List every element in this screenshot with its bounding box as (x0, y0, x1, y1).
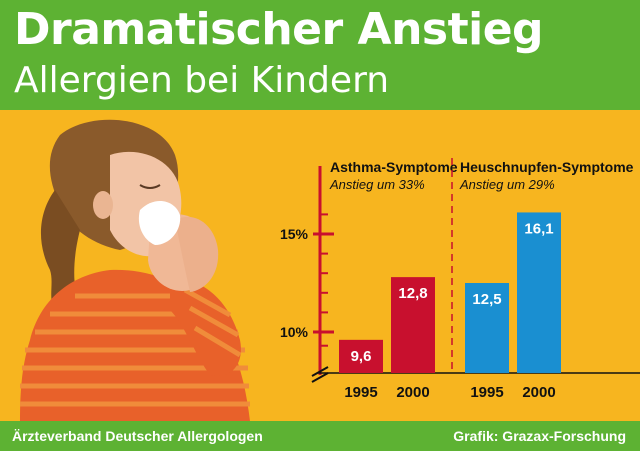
bar-asthma-2000 (391, 277, 435, 373)
bar-asthma-1995 (339, 339, 383, 373)
child-sneezing-photo (20, 119, 250, 421)
graphic-credit: Grafik: Grazax-Forschung (453, 428, 626, 444)
axis-break-icon (311, 366, 329, 383)
x-tick-asthma-1995: 1995 (344, 384, 377, 401)
page-title: Dramatischer Anstieg (14, 4, 544, 55)
y-minor-ticks (320, 213, 328, 347)
x-tick-asthma-2000: 2000 (396, 384, 429, 401)
hayfever-group-subtitle: Anstieg um 29% (459, 177, 555, 192)
source-credit: Ärzteverband Deutscher Allergologen (12, 428, 263, 444)
footer-banner: Ärzteverband Deutscher Allergologen Graf… (0, 421, 640, 451)
header-banner: Dramatischer Anstieg Allergien bei Kinde… (0, 0, 640, 110)
x-tick-hayfever-1995: 1995 (470, 384, 503, 401)
bar-label-hayfever-1995: 12,5 (472, 291, 501, 308)
bar-hayfever-1995 (465, 283, 509, 373)
bar-hayfever-2000 (517, 212, 561, 373)
x-tick-hayfever-2000: 2000 (522, 384, 555, 401)
page-subtitle: Allergien bei Kindern (14, 60, 390, 101)
hayfever-group-title: Heuschnupfen-Symptome (460, 159, 634, 175)
bar-label-hayfever-2000: 16,1 (524, 220, 553, 237)
bar-label-asthma-1995: 9,6 (351, 348, 372, 365)
bar-label-asthma-2000: 12,8 (398, 285, 427, 302)
asthma-group-title: Asthma-Symptome (330, 159, 458, 175)
bar-chart: Asthma-Symptome Anstieg um 33% Heuschnup… (280, 158, 640, 401)
main-panel: Asthma-Symptome Anstieg um 33% Heuschnup… (0, 110, 640, 421)
asthma-group-subtitle: Anstieg um 33% (329, 177, 425, 192)
y-tick-label-10: 10% (280, 324, 309, 340)
y-tick-label-15: 15% (280, 226, 309, 242)
